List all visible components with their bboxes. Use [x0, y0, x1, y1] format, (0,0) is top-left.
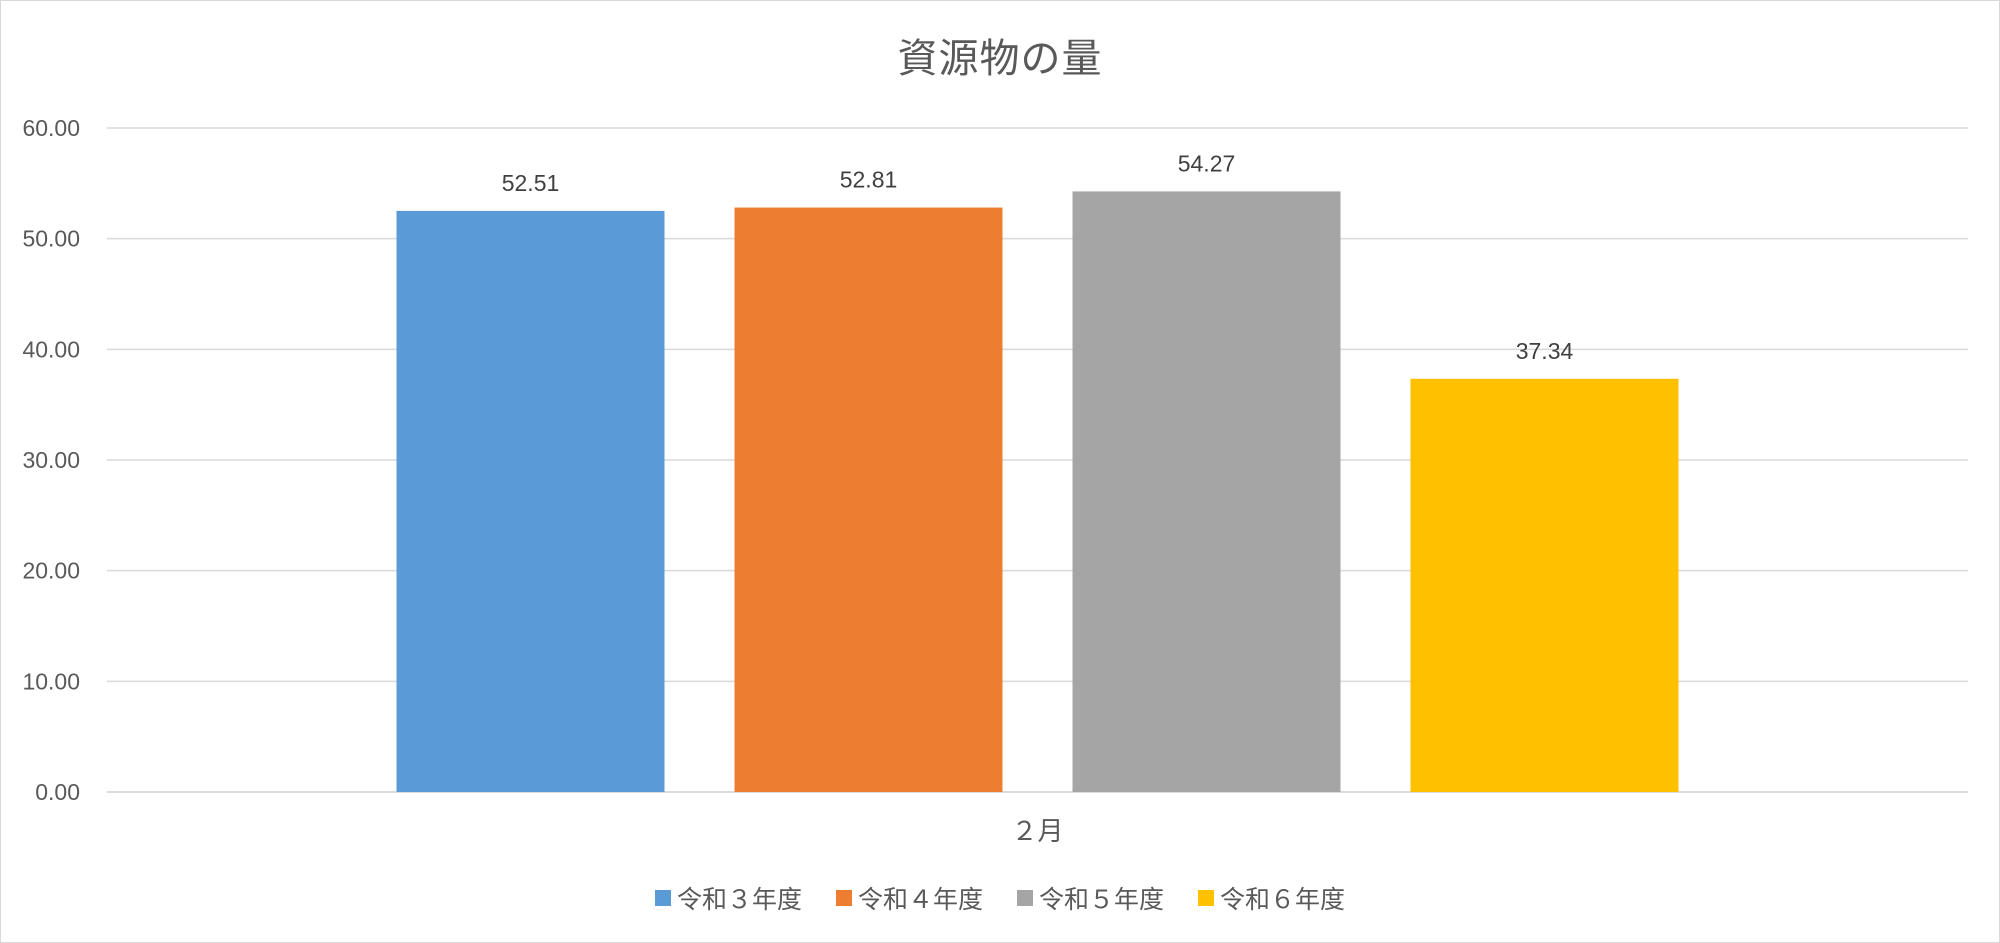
y-tick-label-1: 10.00 — [22, 668, 80, 694]
bar-series-3 — [1072, 191, 1341, 793]
y-tick-label-3: 30.00 — [22, 447, 80, 473]
legend-item-series-2: 令和４年度 — [835, 880, 983, 916]
legend-label-series-2: 令和４年度 — [857, 885, 983, 914]
legend-label-series-3: 令和５年度 — [1039, 885, 1165, 914]
y-tick-label-0: 0.00 — [35, 779, 80, 805]
legend-swatch-series-1 — [654, 890, 671, 906]
legend-label-series-1: 令和３年度 — [676, 885, 802, 914]
legend-label-series-4: 令和６年度 — [1220, 885, 1346, 914]
data-label-series-3: 54.27 — [1178, 150, 1236, 176]
legend: 令和３年度 令和４年度 令和５年度 令和６年度 — [0, 880, 2000, 916]
legend-swatch-series-2 — [835, 890, 852, 906]
legend-swatch-series-3 — [1017, 890, 1033, 906]
y-tick-label-6: 60.00 — [22, 115, 80, 141]
bar-series-4 — [1410, 378, 1679, 792]
legend-item-series-1: 令和３年度 — [654, 880, 802, 916]
legend-swatch-series-4 — [1198, 890, 1215, 906]
x-category-label: ２月 — [1011, 817, 1063, 847]
y-tick-label-5: 50.00 — [22, 226, 80, 252]
legend-item-series-4: 令和６年度 — [1198, 880, 1345, 916]
y-tick-label-2: 20.00 — [22, 558, 80, 584]
data-label-series-4: 37.34 — [1516, 338, 1574, 364]
bar-series-1 — [396, 210, 665, 792]
bar-series-2 — [734, 207, 1003, 792]
y-tick-label-4: 40.00 — [22, 336, 80, 362]
data-label-series-2: 52.81 — [840, 167, 898, 193]
legend-item-series-3: 令和５年度 — [1017, 880, 1164, 916]
chart-title: 資源物の量 — [897, 36, 1103, 82]
data-label-series-1: 52.51 — [502, 170, 560, 196]
